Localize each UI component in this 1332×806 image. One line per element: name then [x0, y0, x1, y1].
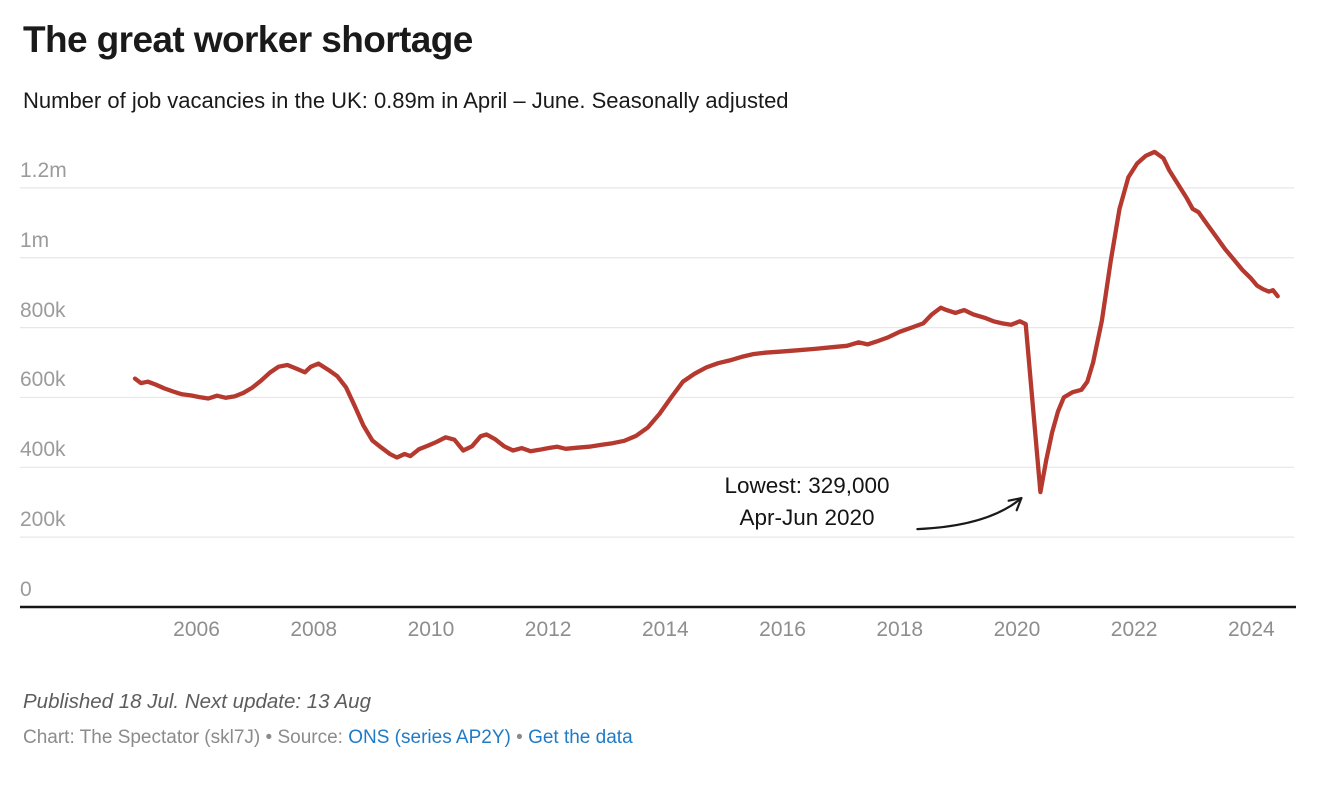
y-axis-label: 800k: [20, 298, 66, 322]
annotation-line2: Apr-Jun 2020: [739, 505, 875, 530]
credit-bullet-2: •: [516, 727, 523, 748]
x-axis-label: 2024: [1227, 618, 1275, 641]
chart-subtitle: Number of job vacancies in the UK: 0.89m…: [23, 88, 789, 113]
annotation-arrow: [916, 496, 1023, 531]
x-axis-label: 2018: [876, 618, 924, 641]
credit-line: Chart: The Spectator (skl7J) • Source: O…: [23, 727, 633, 749]
annotation-line1: Lowest: 329,000: [724, 473, 890, 498]
y-axis-label: 400k: [20, 438, 66, 462]
x-axis-label: 2010: [407, 618, 455, 641]
annotation-arrowhead: [1015, 496, 1023, 512]
y-axis-label: 1.2m: [20, 158, 67, 182]
x-axis-label: 2008: [290, 618, 338, 641]
y-axis-label: 0: [20, 578, 32, 601]
x-axis-label: 2014: [641, 618, 689, 641]
y-axis-label: 600k: [20, 368, 66, 392]
credit-bullet-1: •: [265, 727, 273, 748]
x-axis-label: 2016: [759, 618, 806, 641]
x-axis-label: 2006: [173, 618, 220, 641]
credit-chart-label: Chart: The Spectator (skl7J): [23, 727, 261, 748]
credit-source-label: Source:: [277, 727, 343, 748]
source-link[interactable]: ONS (series AP2Y): [348, 727, 511, 748]
annotation-lowest: Lowest: 329,000 Apr-Jun 2020: [724, 470, 889, 534]
x-axis-label: 2012: [524, 618, 572, 641]
y-axis-label: 200k: [20, 508, 66, 532]
x-axis-label: 2022: [1110, 618, 1158, 641]
published-note: Published 18 Jul. Next update: 13 Aug: [23, 690, 371, 713]
vacancies-line: [132, 149, 1280, 495]
chart-title: The great worker shortage: [23, 19, 473, 60]
annotation-arrowhead: [1007, 496, 1023, 502]
y-axis-label: 1m: [20, 228, 50, 252]
get-data-link[interactable]: Get the data: [528, 727, 633, 748]
x-axis-label: 2020: [993, 618, 1041, 641]
